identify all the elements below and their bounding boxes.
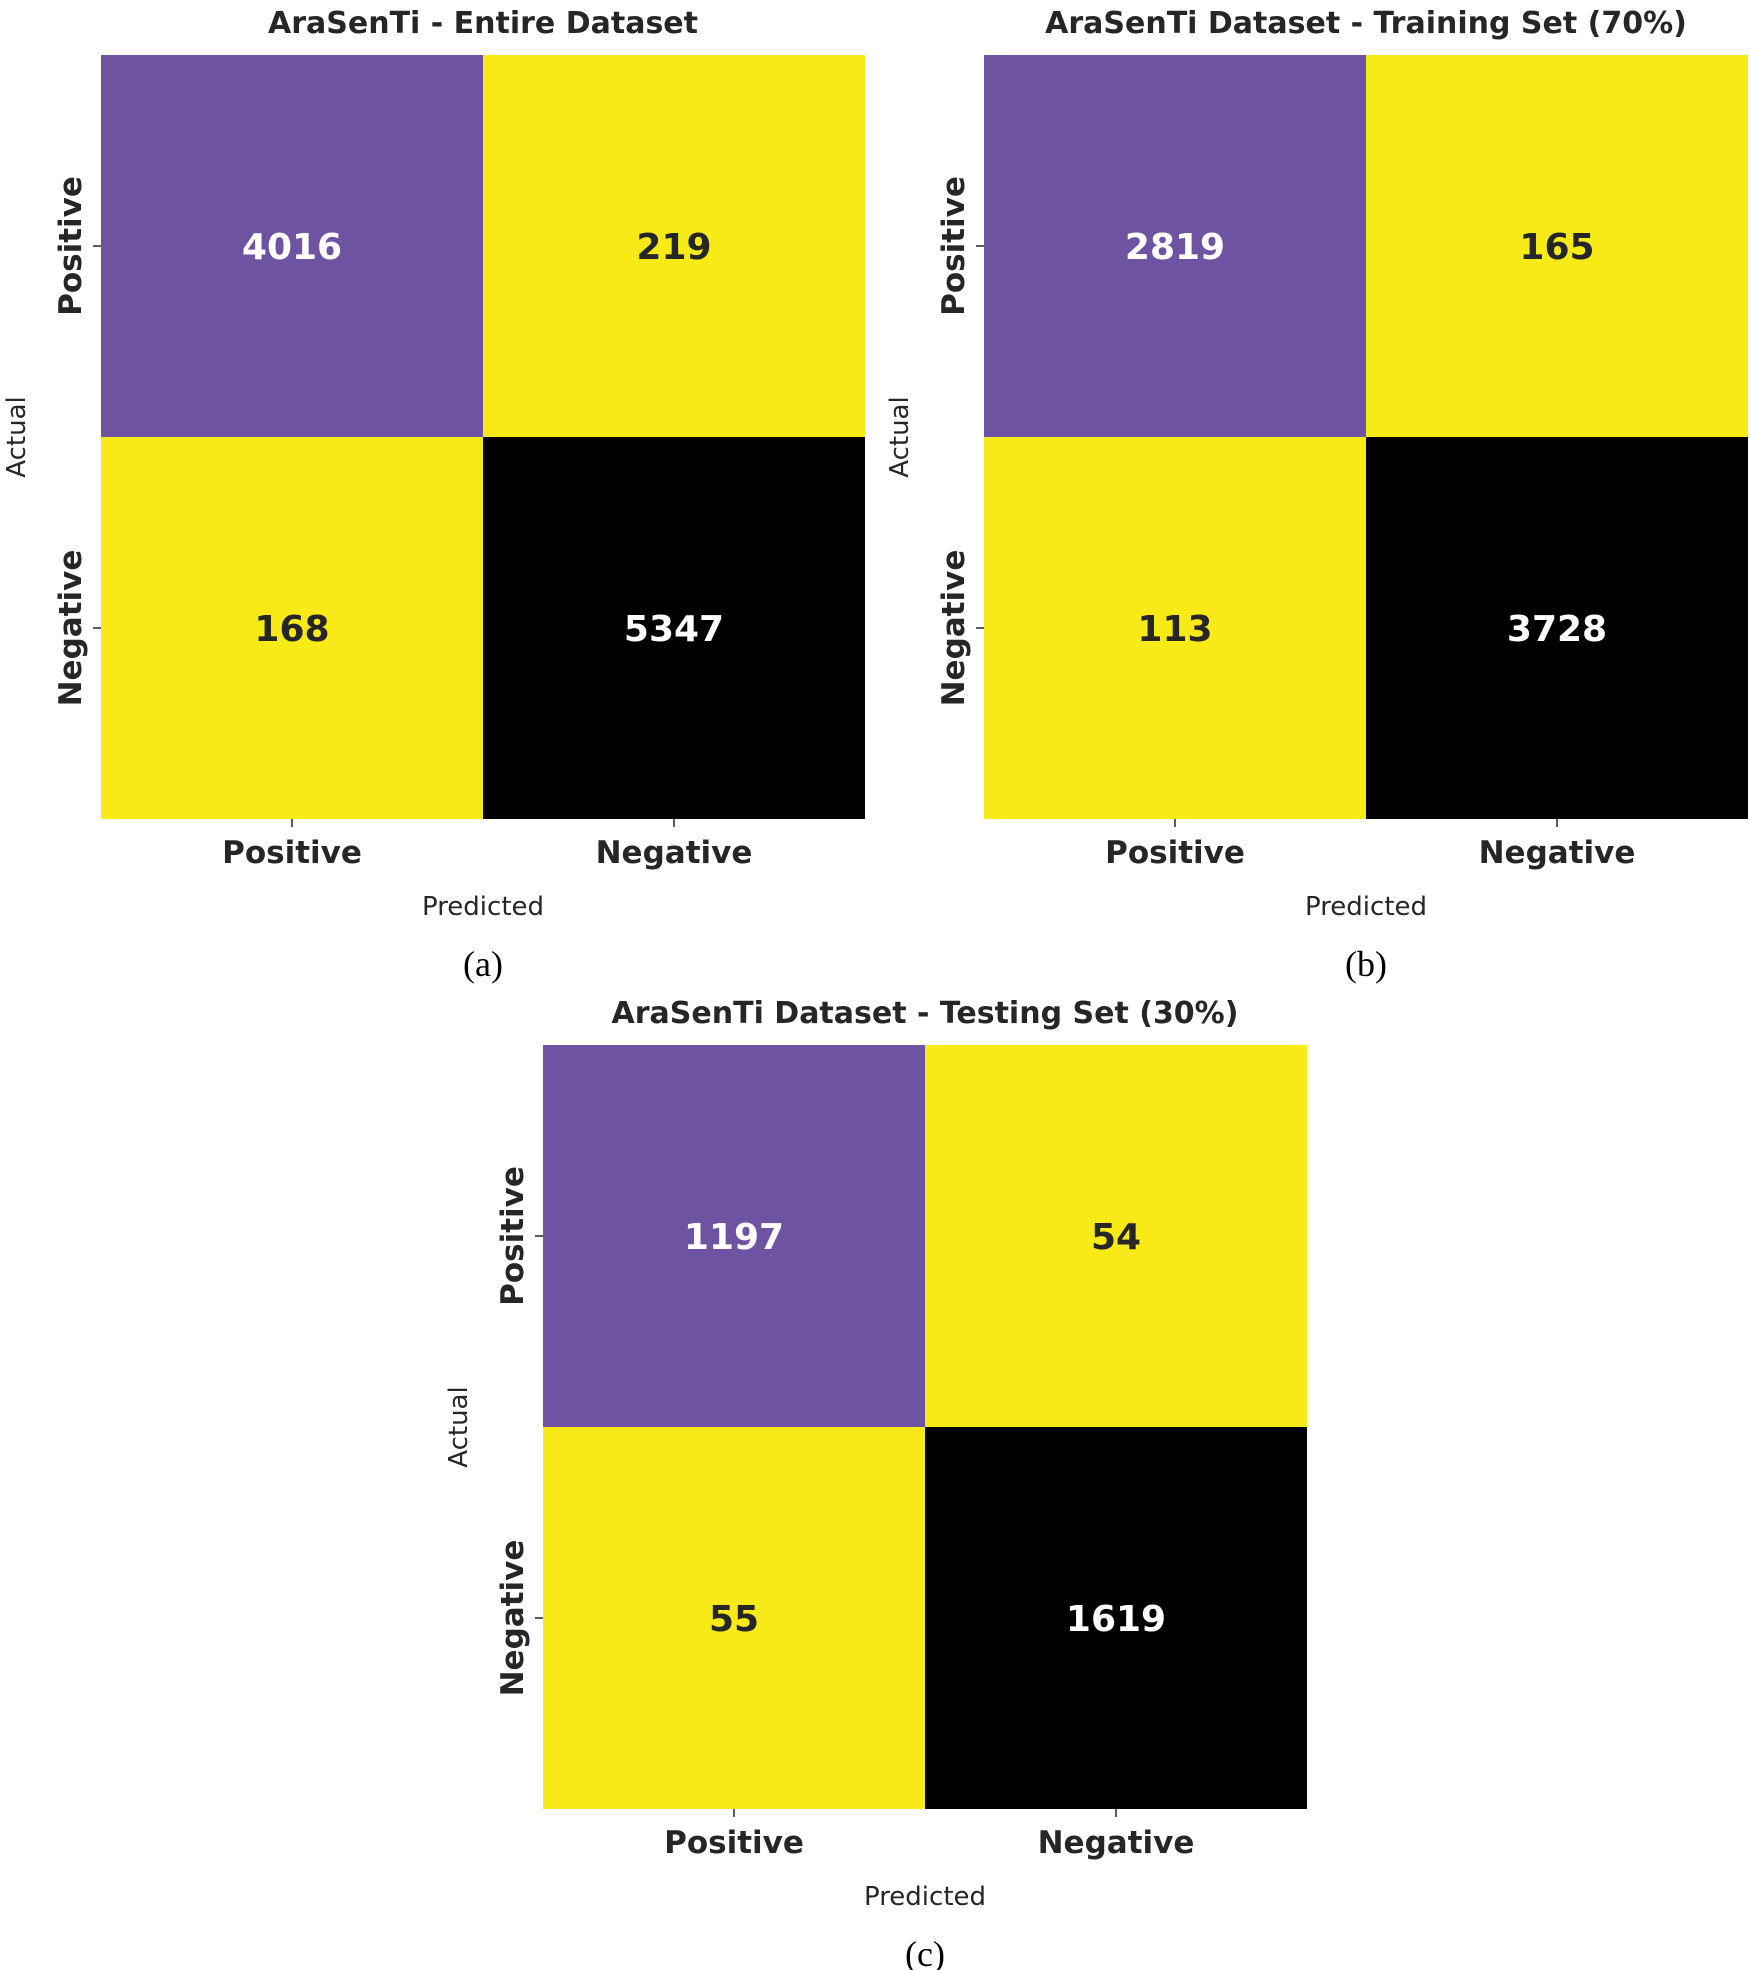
heatmap-cell bbox=[101, 55, 483, 437]
x-axis-label: Predicted bbox=[864, 1882, 986, 1912]
cell-value-label: 165 bbox=[1519, 227, 1594, 268]
x-tick-label: Negative bbox=[596, 835, 753, 871]
y-axis-label: Actual bbox=[885, 396, 915, 477]
heatmap-cell bbox=[543, 1045, 925, 1427]
heatmap-cell bbox=[925, 1427, 1307, 1809]
y-tick-label: Negative bbox=[495, 1540, 531, 1697]
cell-value-label: 1619 bbox=[1066, 1599, 1166, 1640]
heatmap-cell bbox=[984, 437, 1366, 819]
x-tick-label: Positive bbox=[664, 1825, 804, 1861]
cell-value-label: 55 bbox=[709, 1599, 759, 1640]
heatmap-cell bbox=[925, 1045, 1307, 1427]
heatmap-cell bbox=[984, 55, 1366, 437]
y-tick-label: Positive bbox=[495, 1166, 531, 1306]
x-axis-label: Predicted bbox=[1305, 892, 1427, 922]
cell-value-label: 54 bbox=[1091, 1217, 1141, 1258]
panel-title: AraSenTi Dataset - Training Set (70%) bbox=[1045, 6, 1687, 41]
cell-value-label: 4016 bbox=[242, 227, 342, 268]
cell-value-label: 113 bbox=[1137, 609, 1212, 650]
cell-value-label: 5347 bbox=[624, 609, 724, 650]
heatmap-cell bbox=[101, 437, 483, 819]
y-tick-label: Negative bbox=[936, 550, 972, 707]
y-axis-label: Actual bbox=[444, 1386, 474, 1467]
cell-value-label: 3728 bbox=[1507, 609, 1607, 650]
y-tick-label: Positive bbox=[53, 176, 89, 316]
cell-value-label: 2819 bbox=[1125, 227, 1225, 268]
x-tick-label: Negative bbox=[1038, 1825, 1195, 1861]
heatmap-cell bbox=[543, 1427, 925, 1809]
y-tick-label: Positive bbox=[936, 176, 972, 316]
x-tick-label: Positive bbox=[1105, 835, 1245, 871]
y-axis-label: Actual bbox=[2, 396, 32, 477]
panel-title: AraSenTi Dataset - Testing Set (30%) bbox=[612, 996, 1239, 1031]
cell-value-label: 168 bbox=[254, 609, 329, 650]
x-tick-label: Positive bbox=[222, 835, 362, 871]
panel-caption: (b) bbox=[1345, 944, 1387, 984]
x-axis-label: Predicted bbox=[422, 892, 544, 922]
cell-value-label: 219 bbox=[636, 227, 711, 268]
y-tick-label: Negative bbox=[53, 550, 89, 707]
heatmap-cell bbox=[1366, 437, 1748, 819]
panel-caption: (a) bbox=[463, 944, 503, 984]
heatmap-cell bbox=[1366, 55, 1748, 437]
panel-title: AraSenTi - Entire Dataset bbox=[268, 6, 698, 41]
heatmap-cell bbox=[483, 55, 865, 437]
panel-caption: (c) bbox=[905, 1934, 945, 1970]
x-tick-label: Negative bbox=[1479, 835, 1636, 871]
heatmap-cell bbox=[483, 437, 865, 819]
cell-value-label: 1197 bbox=[684, 1217, 784, 1258]
